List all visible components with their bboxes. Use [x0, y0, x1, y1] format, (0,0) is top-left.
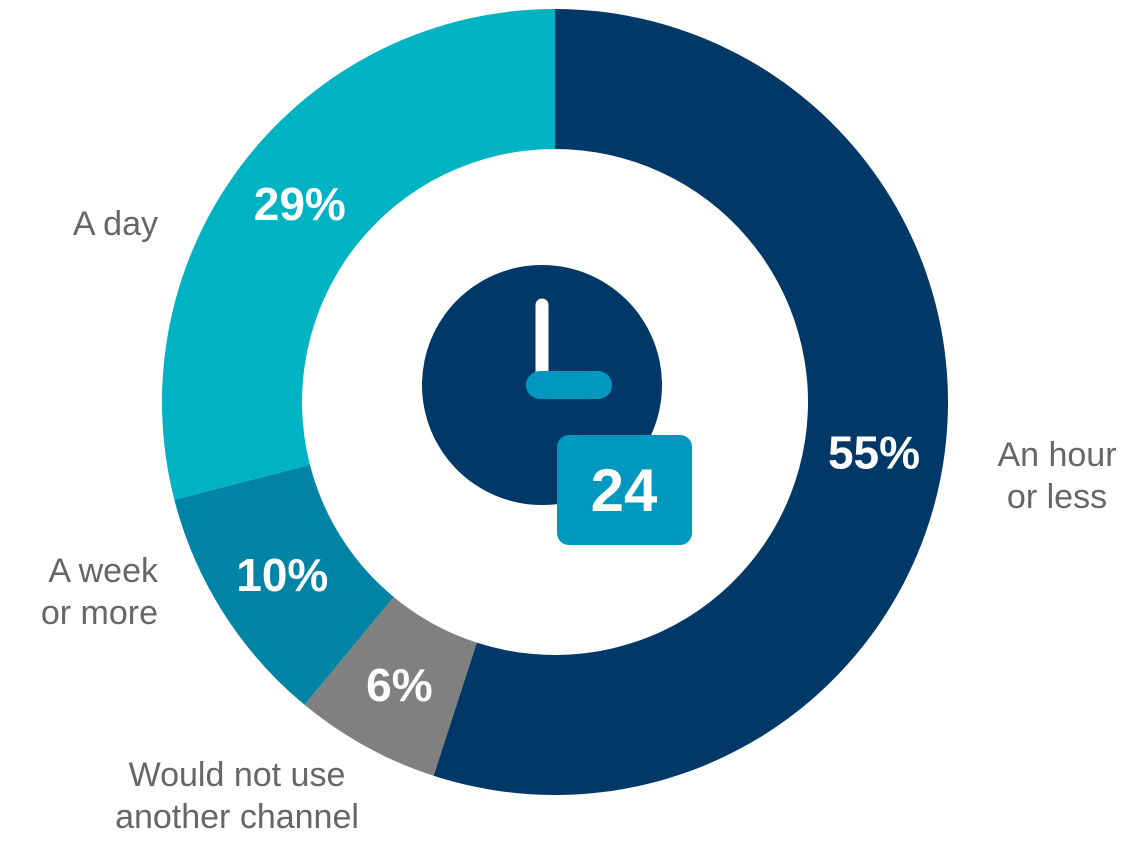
slice-category-label-line: A week [48, 552, 159, 590]
donut-slices [161, 9, 949, 795]
slice-category-label-1: Would not use another channel [115, 756, 359, 836]
slice-category-label-2: A week or more [41, 552, 159, 632]
clock-badge-text: 24 [591, 457, 658, 524]
slice-category-label-3: A day [73, 205, 158, 243]
slice-category-label-line: A day [73, 205, 158, 243]
slice-2 [174, 464, 394, 705]
slice-value-label-0: 55% [828, 427, 920, 479]
slice-category-label-line: An hour [997, 436, 1116, 474]
category-labels: An hour or less Would not use another chann… [41, 205, 1117, 836]
slice-category-label-line: Would not use [129, 756, 346, 794]
clock-badge [557, 435, 692, 545]
slice-category-label-0: An hour or less [997, 436, 1116, 516]
slice-category-label-line: another channel [115, 798, 359, 836]
slice-value-label-1: 6% [366, 659, 432, 711]
slice-1 [304, 596, 477, 776]
slice-value-label-3: 29% [254, 178, 346, 230]
slice-category-label-line: or less [1007, 478, 1107, 516]
slice-value-label-2: 10% [236, 549, 328, 601]
slice-category-label-line: or more [41, 594, 158, 632]
slice-0 [433, 9, 949, 795]
value-labels: 55% 6% 10% 29% [236, 178, 920, 711]
clock-24-icon: 24 [422, 265, 692, 545]
slice-3 [161, 9, 555, 500]
